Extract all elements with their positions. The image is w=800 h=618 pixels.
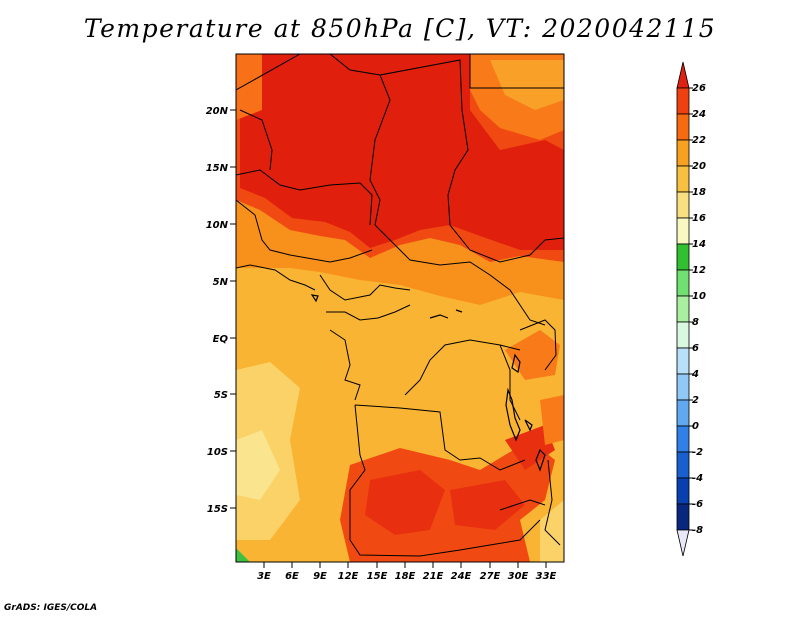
colorbar-label: -6 xyxy=(692,499,703,510)
colorbar-label: -8 xyxy=(692,525,703,536)
map-frame xyxy=(235,53,565,563)
colorbar-segment xyxy=(676,269,690,297)
colorbar-segment xyxy=(676,191,690,219)
lon-label: 33E xyxy=(536,571,557,582)
longitude-axis: 3E 6E 9E 12E 15E 18E 21E 24E 27E 30E 33E xyxy=(257,562,557,582)
colorbar-segment xyxy=(676,321,690,349)
colorbar-segment xyxy=(676,477,690,505)
lon-label: 9E xyxy=(313,571,327,582)
map-title: Temperature at 850hPa [C], VT: 202004211… xyxy=(83,14,717,43)
colorbar-label: 0 xyxy=(692,421,699,432)
colorbar-segment xyxy=(676,373,690,401)
colorbar-segment xyxy=(676,347,690,375)
colorbar-top-arrow xyxy=(676,61,690,89)
colorbar-label: 16 xyxy=(692,213,706,224)
colorbar-segment xyxy=(676,451,690,479)
colorbar-segment xyxy=(676,87,690,115)
colorbar-segment xyxy=(676,139,690,167)
colorbar-label: -2 xyxy=(692,447,703,458)
colorbar-segment xyxy=(676,295,690,323)
colorbar-label: 18 xyxy=(692,187,706,198)
lat-label: 5S xyxy=(214,390,228,401)
lon-label: 12E xyxy=(338,571,359,582)
colorbar-label: 4 xyxy=(691,369,699,380)
colorbar-segment xyxy=(676,113,690,141)
latitude-axis: 20N 15N 10N 5N EQ 5S 10S 15S xyxy=(206,106,236,515)
colorbar-bottom-arrow xyxy=(676,529,690,557)
lon-label: 15E xyxy=(367,571,388,582)
colorbar-label: 22 xyxy=(692,135,706,146)
lon-label: 18E xyxy=(395,571,416,582)
colorbar-segment xyxy=(676,399,690,427)
colorbar xyxy=(676,61,693,557)
colorbar-label: 10 xyxy=(692,291,706,302)
colorbar-segment xyxy=(676,425,690,453)
lon-label: 30E xyxy=(508,571,529,582)
lat-label: 20N xyxy=(206,106,229,117)
lon-label: 3E xyxy=(257,571,271,582)
colorbar-segment xyxy=(676,503,690,531)
colorbar-label: 14 xyxy=(692,239,706,250)
lat-label: 15S xyxy=(207,504,228,515)
colorbar-label: 12 xyxy=(692,265,706,276)
colorbar-label: 26 xyxy=(692,83,706,94)
colorbar-label: -4 xyxy=(692,473,703,484)
lon-label: 24E xyxy=(451,571,472,582)
temperature-field xyxy=(236,54,564,562)
colorbar-segment xyxy=(676,243,690,271)
colorbar-segment xyxy=(676,217,690,245)
lon-label: 27E xyxy=(480,571,501,582)
lat-label: 10S xyxy=(207,447,228,458)
colorbar-label: 24 xyxy=(692,109,706,120)
colorbar-label: 20 xyxy=(692,161,706,172)
colorbar-segment xyxy=(676,165,690,193)
colorbar-labels: 26 24 22 20 18 16 14 12 10 8 6 4 2 0 -2 … xyxy=(691,83,706,536)
lon-label: 6E xyxy=(285,571,299,582)
lakes xyxy=(310,294,546,472)
lat-label: 10N xyxy=(206,220,229,231)
colorbar-label: 6 xyxy=(692,343,699,354)
colorbar-label: 8 xyxy=(692,317,699,328)
lat-label: EQ xyxy=(213,334,229,345)
country-borders xyxy=(236,54,564,557)
lat-label: 15N xyxy=(206,163,229,174)
credit-text: GrADS: IGES/COLA xyxy=(4,603,98,613)
lon-label: 21E xyxy=(423,571,444,582)
lat-label: 5N xyxy=(213,277,229,288)
colorbar-label: 2 xyxy=(692,395,699,406)
